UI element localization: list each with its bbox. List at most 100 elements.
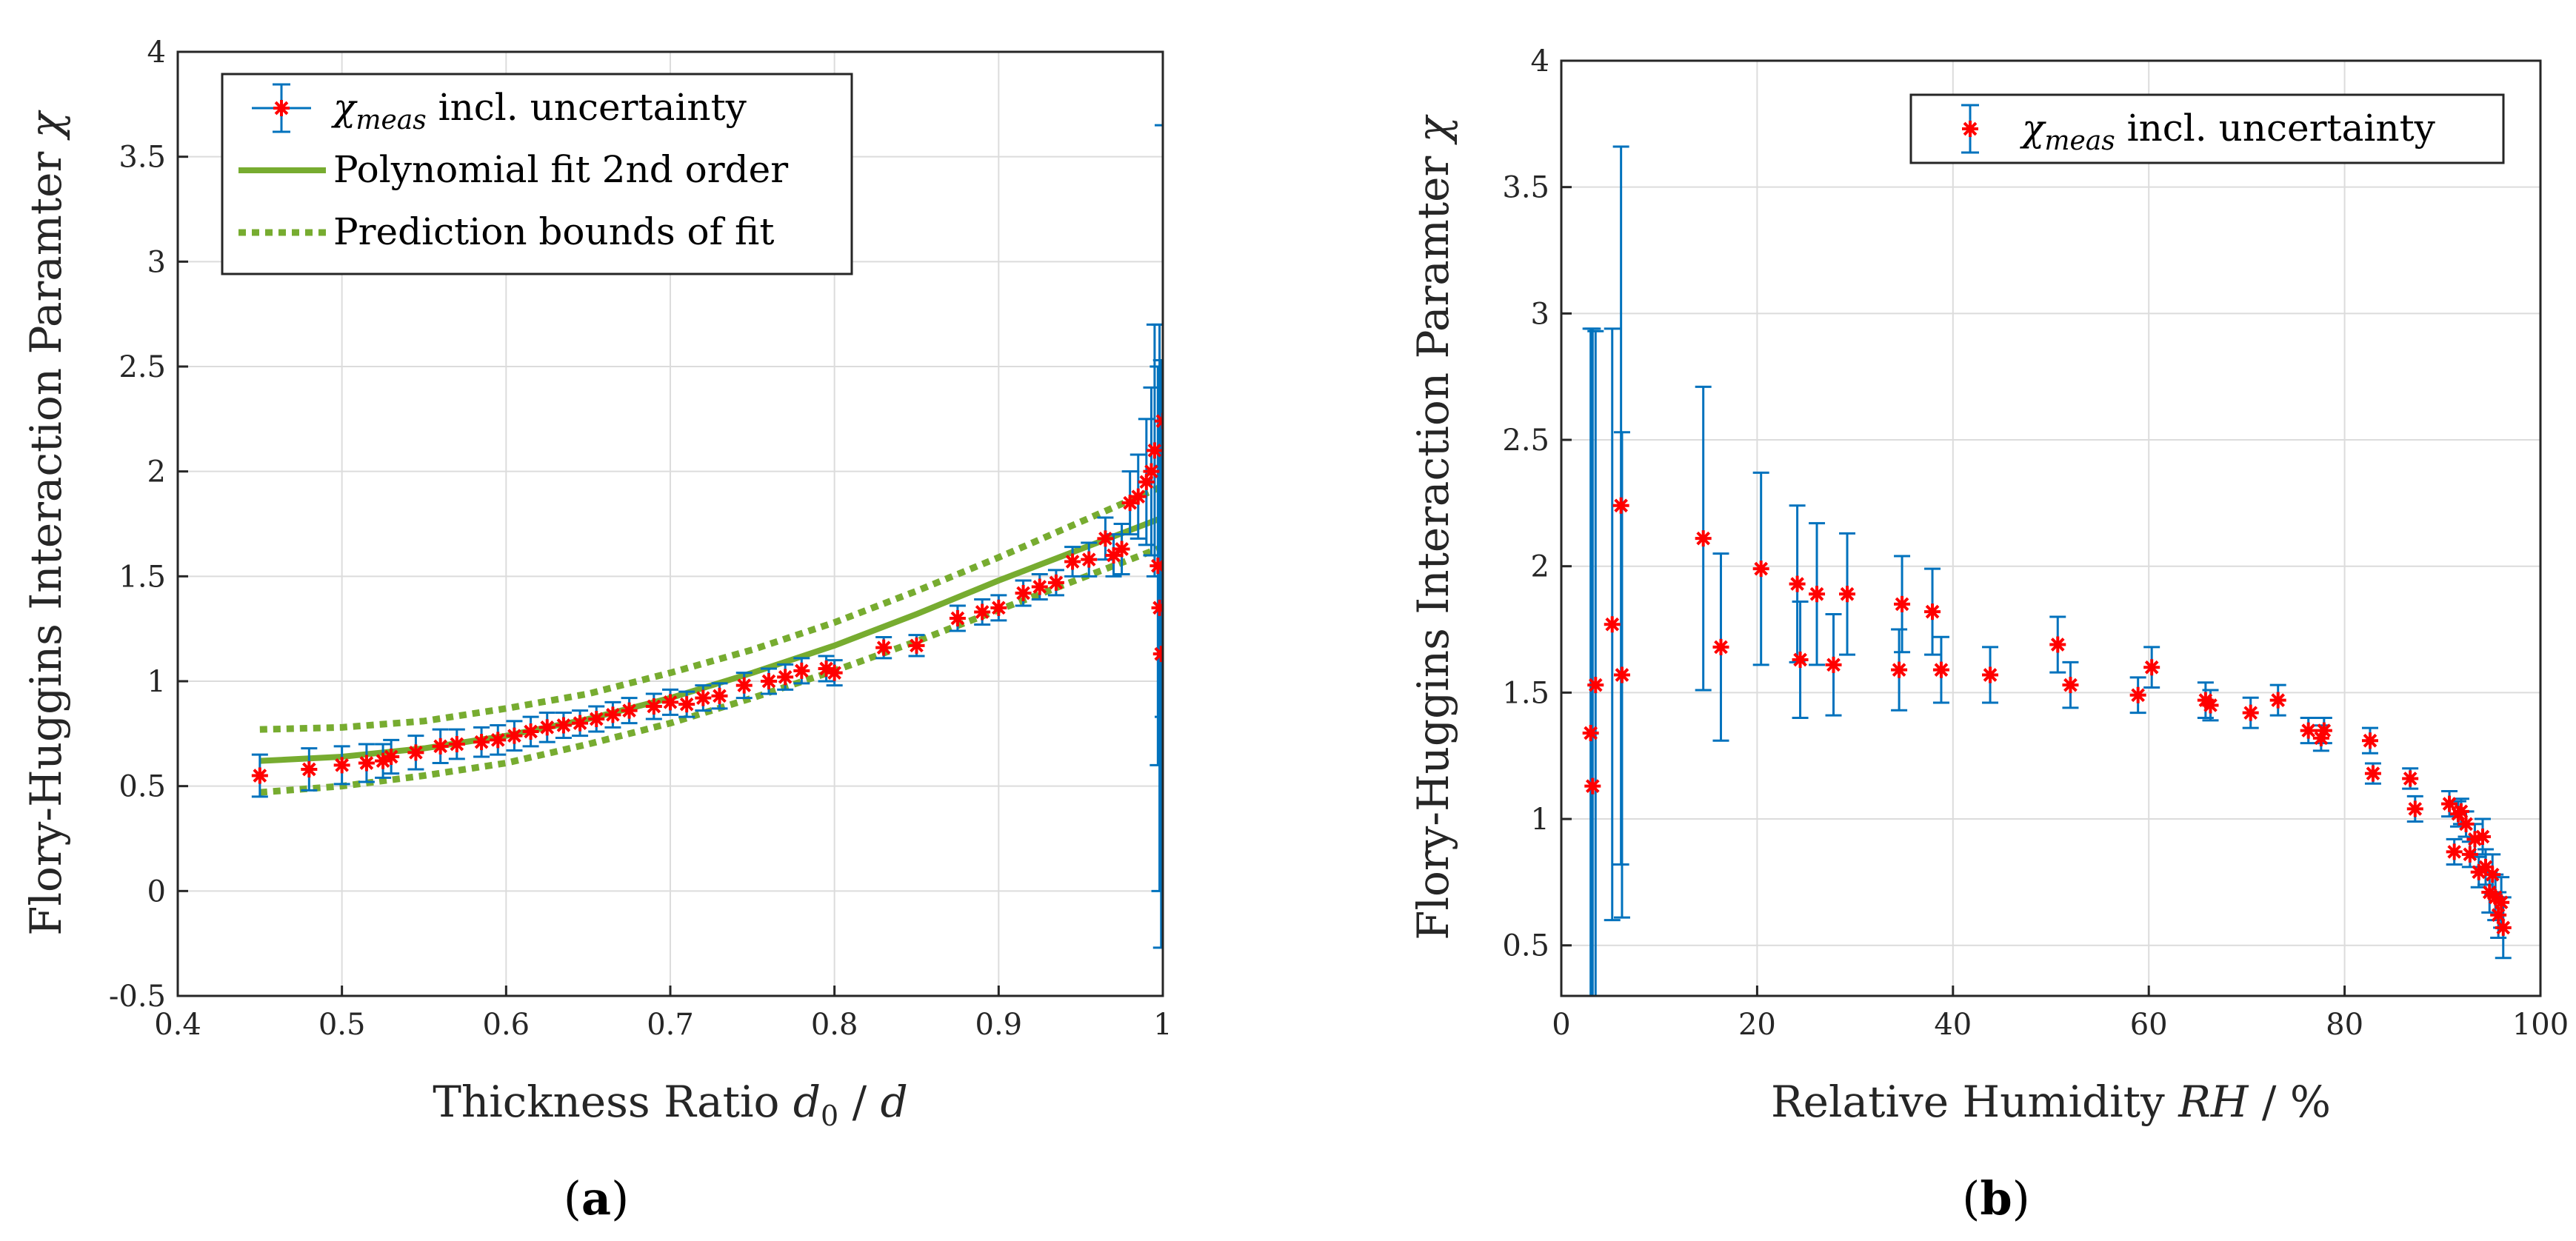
- data-point: [358, 755, 375, 772]
- data-point: [2484, 866, 2501, 883]
- y-axis-label: Flory-Huggins Interaction Paramter χ: [21, 110, 71, 935]
- x-label-text: Thickness Ratio: [433, 1077, 793, 1127]
- panel-letter: b: [1980, 1171, 2012, 1225]
- y-tick-label: 3: [1531, 297, 1549, 331]
- data-point: [1151, 599, 1163, 616]
- x-tick-label: 0: [1552, 1008, 1570, 1042]
- data-point: [818, 660, 835, 677]
- panel-label: (b): [1962, 1171, 2030, 1225]
- x-label-var2: d: [881, 1077, 908, 1127]
- data-point: [1047, 574, 1064, 591]
- y-label-text: Flory-Huggins Interaction Paramter: [21, 138, 71, 935]
- data-point: [826, 664, 843, 681]
- data-point: [2477, 858, 2494, 875]
- x-label-unit: / %: [2248, 1077, 2331, 1127]
- legend: χmeas incl. uncertainty Polynomial fit 2n…: [221, 73, 853, 275]
- y-tick-label: 1.5: [1502, 676, 1549, 710]
- x-tick-label: 0.9: [975, 1008, 1023, 1042]
- data-point: [1982, 666, 1999, 683]
- data-point: [711, 687, 728, 704]
- data-point: [949, 610, 966, 626]
- y-tick-label: 2.5: [1502, 424, 1549, 458]
- y-tick-label: 3.5: [1502, 171, 1549, 205]
- x-label-text: Relative Humidity: [1771, 1077, 2178, 1127]
- data-point: [2143, 659, 2160, 676]
- y-tick-label: 2: [1531, 550, 1549, 584]
- data-point: [1582, 724, 1599, 741]
- prediction-bound-line: [259, 543, 1163, 796]
- x-tick-label: 60: [2130, 1008, 2168, 1042]
- x-label-var: RH: [2178, 1077, 2249, 1127]
- x-tick-label: 40: [1934, 1008, 1972, 1042]
- data-point: [678, 696, 695, 713]
- legend-rest: incl. uncertainty: [2115, 107, 2436, 150]
- data-point: [1064, 553, 1081, 570]
- data-point: [2406, 800, 2423, 817]
- legend-label: Polynomial fit 2nd order: [333, 148, 788, 191]
- data-point: [2300, 722, 2317, 739]
- data-point: [1584, 777, 1601, 795]
- data-point: [538, 719, 555, 736]
- y-tick-label: 1: [147, 665, 166, 699]
- data-point: [1081, 551, 1098, 568]
- legend-marker: [273, 100, 290, 116]
- data-point: [2049, 636, 2066, 653]
- x-tick-label: 0.5: [318, 1008, 366, 1042]
- data-point: [383, 749, 400, 765]
- data-point: [1113, 541, 1130, 558]
- panel-paren-open: (: [1962, 1171, 1980, 1225]
- panel-label: (a): [564, 1171, 630, 1225]
- data-point: [2361, 732, 2378, 749]
- data-point: [1695, 530, 1712, 547]
- data-point: [1825, 656, 1842, 673]
- data-point: [1924, 603, 1941, 620]
- data-point: [604, 706, 621, 723]
- data-point: [407, 744, 424, 761]
- plot-area: [1561, 61, 2540, 996]
- data-point: [735, 677, 753, 694]
- legend-box: [221, 73, 853, 275]
- x-label-sub: 0: [821, 1100, 838, 1132]
- x-tick-label: 0.4: [154, 1008, 201, 1042]
- data-point: [974, 603, 991, 620]
- panel-paren-open: (: [564, 1171, 581, 1225]
- data-point: [2312, 729, 2329, 746]
- data-point: [375, 752, 392, 769]
- data-point: [2475, 828, 2491, 845]
- chart-panel-a: 0.4 0.5 0.6 0.7 0.8 0.9 1 -0.5 0 0.5 1 1.5 2 2.5 3 3.5 4…: [21, 36, 1172, 1225]
- axis-box: [1560, 59, 2542, 997]
- data-point: [1129, 488, 1147, 505]
- data-point: [2242, 704, 2259, 721]
- data-point: [1752, 561, 1769, 578]
- y-tick-label: 3.5: [119, 141, 166, 175]
- data-point: [875, 639, 892, 656]
- y-tick-label: 0.5: [119, 770, 166, 804]
- data-point: [761, 673, 777, 689]
- fit-line: [259, 515, 1163, 764]
- data-point: [506, 727, 523, 744]
- data-point: [1031, 578, 1048, 595]
- y-label-text: Flory-Huggins Interaction Paramter: [1408, 142, 1458, 940]
- y-label-var: χ: [21, 110, 71, 141]
- y-axis-label: Flory-Huggins Interaction Paramter χ: [1408, 114, 1458, 940]
- data-point: [1015, 585, 1032, 601]
- data-point: [1612, 497, 1629, 514]
- y-tick-label: 2: [147, 455, 166, 489]
- y-tick-label: 0: [147, 874, 166, 909]
- data-point: [990, 599, 1007, 616]
- data-point: [1604, 616, 1621, 633]
- data-point: [2315, 722, 2332, 739]
- legend-rest: incl. uncertainty: [427, 86, 747, 129]
- data-point: [2470, 863, 2487, 880]
- y-tick-label: 0.5: [1502, 929, 1549, 963]
- data-point: [1097, 530, 1114, 547]
- axis-box: [176, 50, 1164, 997]
- legend-label: χmeas incl. uncertainty: [2020, 107, 2436, 156]
- data-point: [695, 689, 712, 706]
- x-tick-label: 100: [2512, 1008, 2569, 1042]
- data-point: [1809, 586, 1826, 603]
- legend-label: χmeas incl. uncertainty: [331, 86, 747, 136]
- data-point: [621, 702, 638, 719]
- legend-chi: χ: [2020, 107, 2046, 150]
